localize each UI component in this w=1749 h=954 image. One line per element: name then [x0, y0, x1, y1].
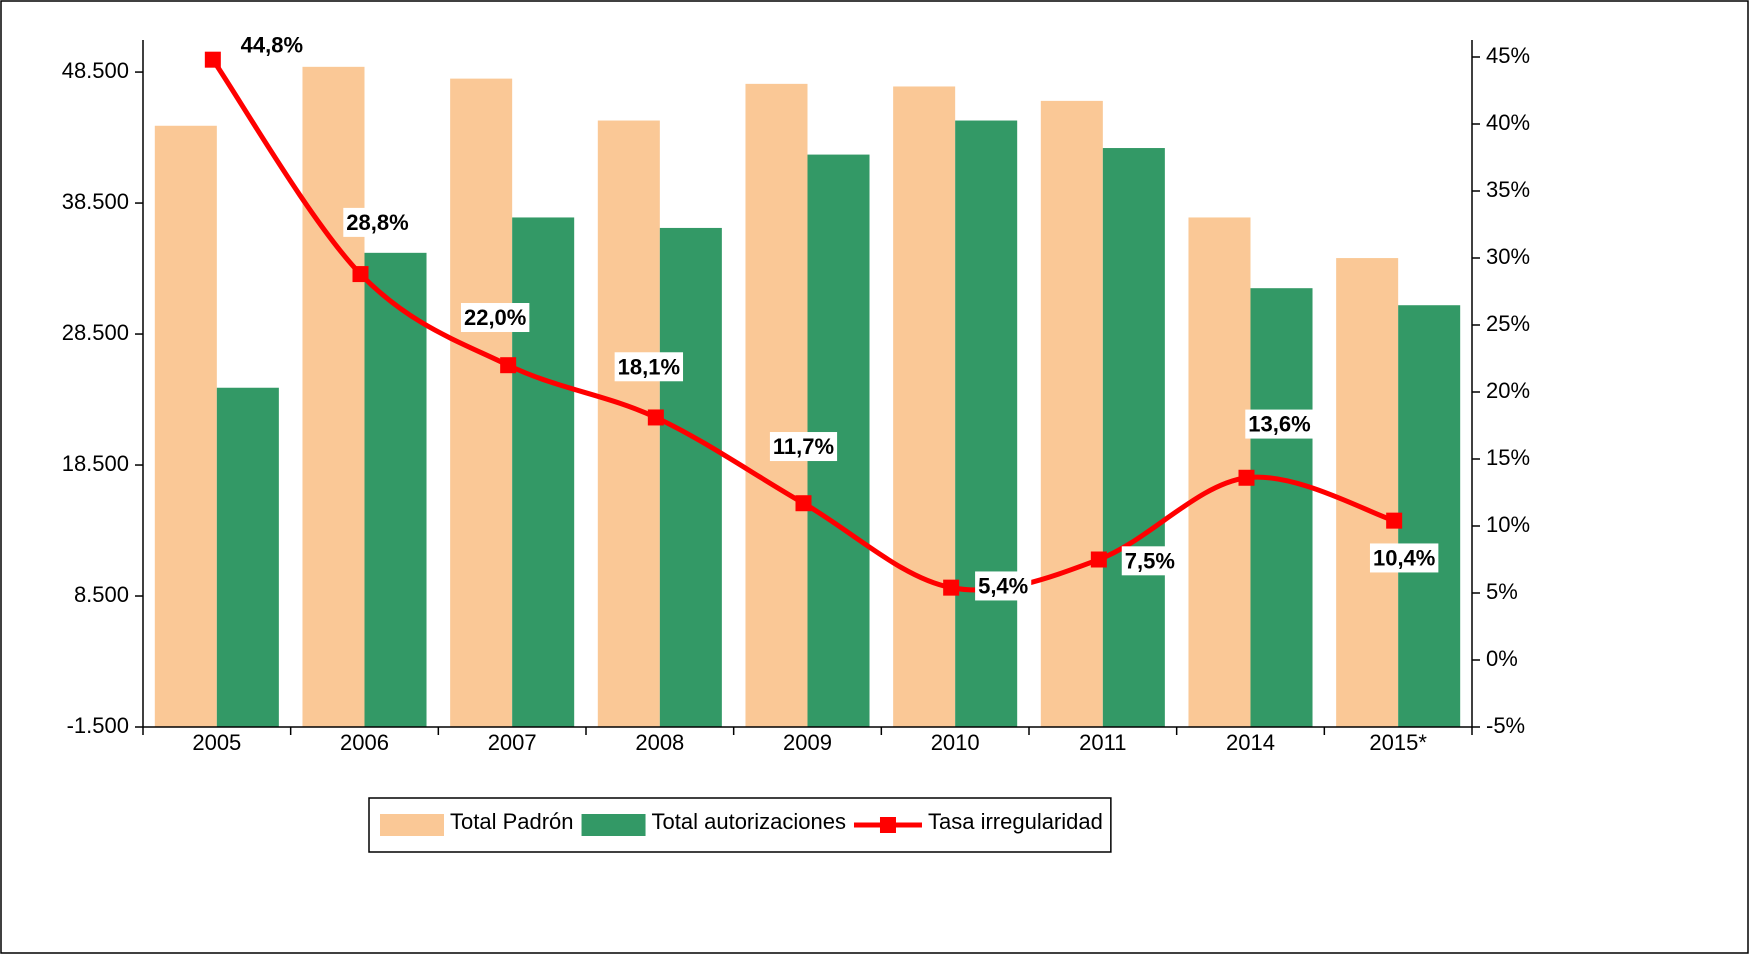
legend: Total Padrón Total autorizaciones Tasa irr… — [368, 797, 1112, 853]
data-label-group: 10,4% — [1369, 543, 1439, 573]
y-tick-label: 28.500 — [62, 320, 129, 345]
y2-tick-label: 25% — [1486, 311, 1530, 336]
line-marker — [647, 409, 664, 426]
line-marker — [1238, 469, 1255, 486]
bar — [1398, 305, 1461, 727]
line-marker — [943, 579, 960, 596]
data-label-group: 28,8% — [343, 207, 412, 237]
data-label-bg — [614, 352, 684, 382]
x-tick-label: 2005 — [192, 730, 241, 755]
line-marker — [352, 266, 369, 283]
bar — [364, 252, 427, 728]
legend-box — [368, 797, 1112, 853]
bar — [1250, 288, 1313, 727]
x-tick-label: 2014 — [1226, 730, 1275, 755]
y-tick-label: 8.500 — [74, 582, 129, 607]
data-label-bg — [1245, 409, 1314, 439]
bar — [302, 66, 365, 728]
data-label: 10,4% — [1373, 545, 1435, 570]
data-label-bg — [1369, 543, 1439, 573]
y2-tick-label: 30% — [1486, 244, 1530, 269]
data-label-group: 22,0% — [460, 303, 530, 333]
legend-swatch — [581, 814, 646, 836]
bar — [745, 83, 808, 727]
data-label: 5,4% — [978, 573, 1028, 598]
data-label-group: 13,6% — [1245, 409, 1314, 439]
data-label: 28,8% — [346, 210, 408, 235]
data-label-bg — [769, 432, 838, 462]
x-tick-label: 2015* — [1369, 730, 1427, 755]
y-tick-label: 18.500 — [62, 451, 129, 476]
data-label-bg — [975, 571, 1032, 601]
data-label-bg — [343, 207, 412, 237]
y2-tick-label: 45% — [1486, 43, 1530, 68]
x-tick-label: 2010 — [931, 730, 980, 755]
x-tick-label: 2006 — [340, 730, 389, 755]
x-tick-label: 2008 — [635, 730, 684, 755]
legend-label: Total autorizaciones — [652, 809, 846, 834]
y2-tick-label: -5% — [1486, 713, 1525, 738]
bar — [955, 120, 1018, 728]
legend-label: Tasa irregularidad — [928, 809, 1103, 834]
data-label-bg — [460, 303, 530, 333]
line-marker — [1090, 551, 1107, 568]
line — [210, 58, 1395, 593]
data-label-bg — [1121, 546, 1178, 576]
y2-tick-label: 5% — [1486, 579, 1518, 604]
y2-tick-label: 20% — [1486, 378, 1530, 403]
line-marker — [795, 495, 812, 512]
bar — [154, 125, 217, 728]
line-marker — [204, 51, 221, 68]
bar — [512, 217, 575, 728]
legend-swatch — [380, 814, 444, 836]
legend-label: Total Padrón — [450, 809, 574, 834]
data-label: 22,0% — [464, 305, 526, 330]
bar — [659, 227, 722, 727]
data-label: 18,1% — [618, 354, 680, 379]
data-label-bg — [237, 30, 307, 60]
x-tick-label: 2011 — [1079, 730, 1126, 755]
line-marker — [1386, 512, 1403, 529]
y2-tick-label: 0% — [1486, 646, 1518, 671]
bar — [1336, 258, 1399, 727]
bar — [893, 86, 956, 727]
data-label: 44,8% — [241, 32, 303, 57]
data-label-group: 44,8% — [237, 30, 307, 60]
bar — [1102, 148, 1165, 728]
line-marker — [500, 357, 517, 374]
y2-tick-label: 10% — [1486, 512, 1530, 537]
x-tick-label: 2007 — [488, 730, 537, 755]
y-tick-label: 48.500 — [62, 58, 129, 83]
legend-marker — [879, 817, 896, 833]
y2-tick-label: 35% — [1486, 177, 1530, 202]
data-label-group: 11,7% — [769, 432, 838, 462]
bar — [1040, 100, 1103, 728]
data-label: 13,6% — [1248, 412, 1310, 437]
y-tick-label: 38.500 — [62, 189, 129, 214]
data-label-group: 18,1% — [614, 352, 684, 382]
bar — [216, 387, 279, 727]
data-label-group: 5,4% — [975, 571, 1032, 601]
data-label: 11,7% — [773, 434, 834, 459]
x-tick-label: 2009 — [783, 730, 832, 755]
y-tick-label: -1.500 — [67, 713, 129, 738]
data-label-group: 7,5% — [1121, 546, 1178, 576]
y2-tick-label: 40% — [1486, 110, 1530, 135]
y2-tick-label: 15% — [1486, 445, 1530, 470]
data-label: 7,5% — [1125, 548, 1175, 573]
bar — [450, 78, 513, 727]
